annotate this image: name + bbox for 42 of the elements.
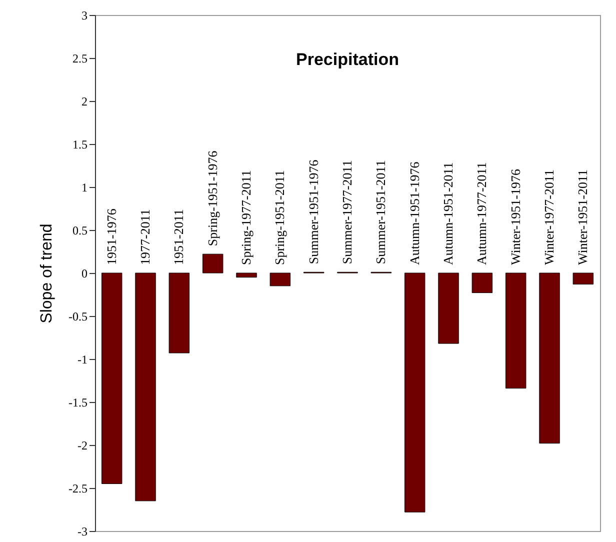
x-tick-label: 1951-1976 bbox=[104, 208, 119, 265]
x-tick-label: Winter-1951-1976 bbox=[508, 168, 523, 265]
y-tick-label: 0 bbox=[82, 266, 88, 280]
bar bbox=[236, 272, 257, 278]
x-tick-label: Spring-1951-2011 bbox=[272, 170, 288, 265]
bar bbox=[270, 272, 291, 286]
x-tick-label: Autumn-1977-2011 bbox=[474, 162, 490, 265]
y-tick-label: 1.5 bbox=[72, 138, 88, 152]
bar bbox=[438, 272, 459, 344]
x-tick-label: Summer-1951-1976 bbox=[306, 159, 321, 264]
bar bbox=[572, 272, 594, 284]
x-tick-label: Summer-1977-2011 bbox=[340, 160, 354, 264]
y-tick-label: -0.5 bbox=[68, 310, 88, 324]
y-tick-label: 2 bbox=[82, 94, 88, 108]
y-tick-label: 1 bbox=[82, 180, 88, 194]
y-tick-label: -1 bbox=[78, 352, 88, 366]
bar bbox=[135, 272, 156, 502]
x-tick-label: Autumn-1951-2011 bbox=[440, 162, 456, 265]
x-tick-label: Winter-1951-2011 bbox=[575, 170, 590, 265]
y-axis-title: Slope of trend bbox=[38, 224, 56, 324]
y-tick-label: 2.5 bbox=[72, 52, 88, 66]
y-tick-label: -1.5 bbox=[68, 396, 88, 410]
bar bbox=[539, 272, 560, 444]
y-tick-label: -2 bbox=[78, 438, 88, 452]
x-tick-label: Autumn-1951-1976 bbox=[406, 161, 422, 265]
x-tick-label: Winter-1977-2011 bbox=[542, 170, 556, 265]
bar bbox=[168, 272, 190, 354]
x-tick-label: 1951-2011 bbox=[171, 209, 186, 265]
y-tick-label: -3 bbox=[78, 524, 88, 538]
x-tick-label: Spring-1977-2011 bbox=[238, 170, 254, 265]
y-tick-label: 3 bbox=[82, 8, 88, 22]
y-tick-label: 0.5 bbox=[72, 224, 88, 238]
bar bbox=[505, 272, 526, 388]
bar bbox=[472, 272, 493, 294]
x-tick-label: Summer-1951-2011 bbox=[373, 160, 388, 264]
bar bbox=[101, 272, 122, 484]
bar bbox=[404, 272, 426, 512]
x-tick-label: 1977-2011 bbox=[138, 209, 152, 265]
text: Precipitation bbox=[296, 50, 399, 69]
bar bbox=[202, 254, 224, 274]
x-tick-label: Spring-1951-1976 bbox=[204, 150, 220, 246]
y-tick-label: -2.5 bbox=[68, 482, 88, 496]
